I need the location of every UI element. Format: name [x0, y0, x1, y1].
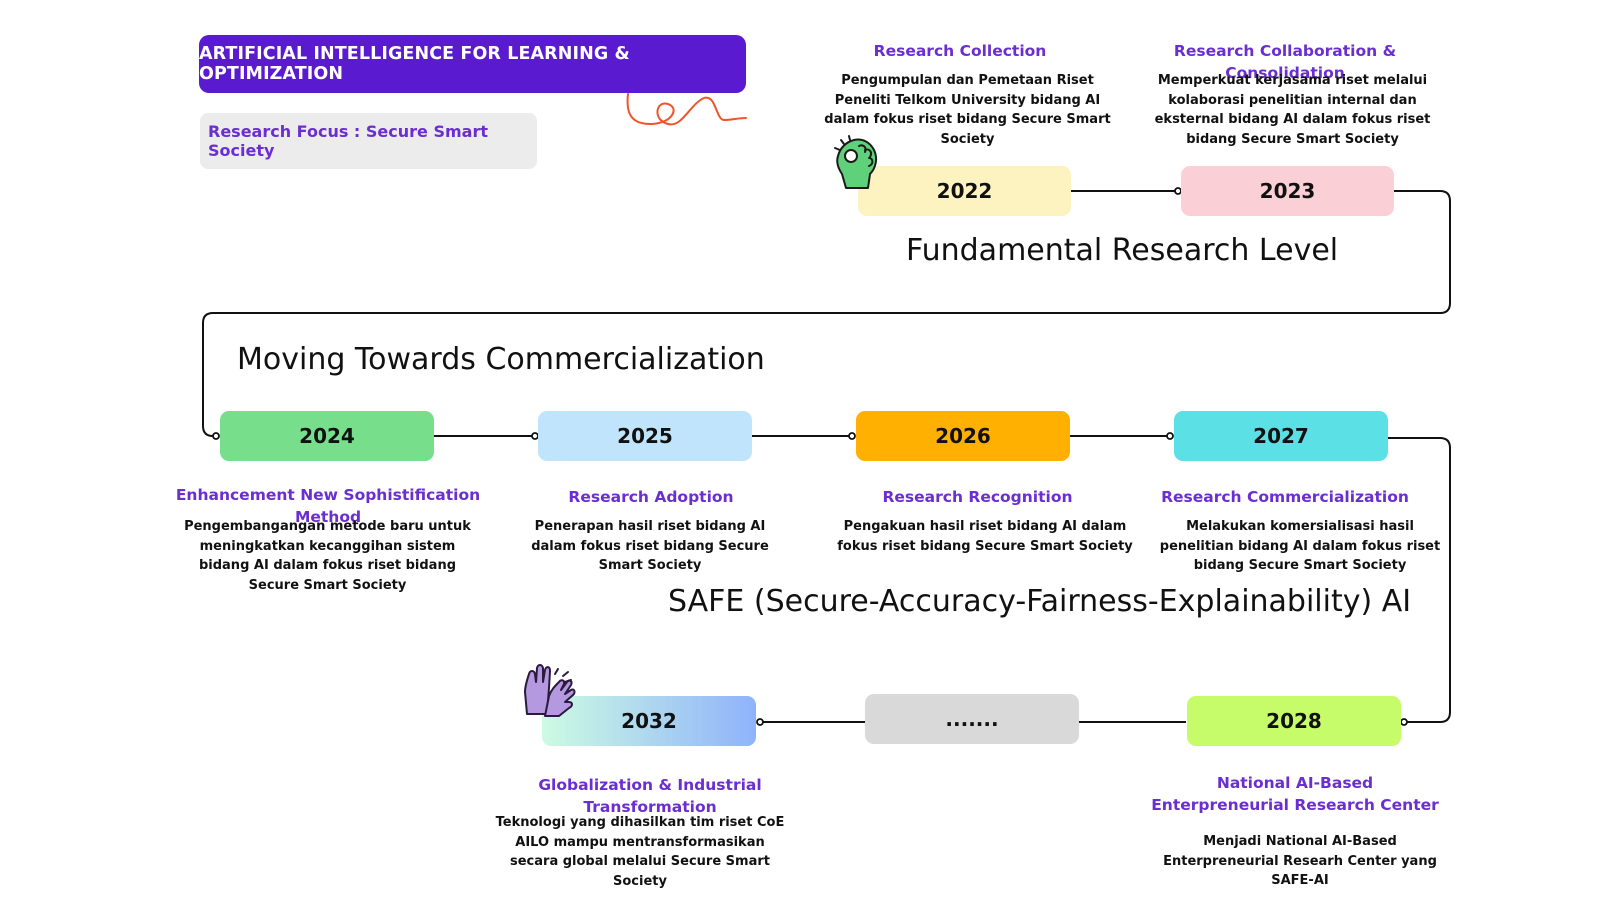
- ok-hand-icon: [834, 135, 878, 189]
- high-five-icon: [524, 664, 576, 717]
- phase-title-2027: Research Commercialization: [1161, 488, 1409, 506]
- node-2032: 2032: [542, 696, 756, 746]
- phase-desc-2024: Pengembangangan metode baru untuk mening…: [184, 519, 471, 593]
- research-focus-label: Research Focus : Secure Smart Society: [200, 113, 537, 169]
- node-2022: 2022: [858, 166, 1071, 216]
- scribble-decoration: [626, 93, 747, 126]
- main-title: ARTIFICIAL INTELLIGENCE FOR LEARNING & O…: [199, 35, 746, 93]
- node-2023: 2023: [1181, 166, 1394, 216]
- phase-title-2025: Research Adoption: [568, 488, 734, 506]
- node-2024: 2024: [220, 411, 434, 461]
- connector-2023-2024: [202, 190, 1451, 437]
- phase-title-2026: Research Recognition: [882, 488, 1073, 506]
- connector-dot: [212, 432, 220, 440]
- phase-desc-2022: Pengumpulan dan Pemetaan Riset Peneliti …: [824, 73, 1111, 147]
- connector-2027-2028: [1387, 437, 1451, 723]
- phase-desc-2032: Teknologi yang dihasilkan tim riset CoE …: [495, 815, 785, 889]
- connector-dot: [1400, 718, 1408, 726]
- phase-title-2028: National AI-Based Enterpreneurial Resear…: [1151, 774, 1439, 814]
- node-2028: 2028: [1187, 696, 1401, 746]
- node-2027: 2027: [1174, 411, 1388, 461]
- connector-dot: [756, 718, 764, 726]
- phase-title-2022: Research Collection: [873, 42, 1047, 60]
- level-commercialization: Moving Towards Commercialization: [237, 342, 765, 377]
- node-2025: 2025: [538, 411, 752, 461]
- phase-title-2024: Enhancement New Sophistification Method: [175, 486, 481, 526]
- phase-title-2032: Globalization & Industrial Transformatio…: [538, 776, 762, 816]
- connector-dot: [848, 432, 856, 440]
- phase-desc-2026: Pengakuan hasil riset bidang AI dalam fo…: [837, 519, 1133, 554]
- phase-title-2023: Research Collaboration & Consolidation: [1173, 42, 1397, 82]
- phase-desc-2023: Memperkuat kerjasama riset melalui kolab…: [1154, 73, 1431, 147]
- phase-desc-2025: Penerapan hasil riset bidang AI dalam fo…: [531, 519, 769, 573]
- node-ellipsis: .......: [865, 694, 1079, 744]
- phase-desc-2028: Menjadi National AI-Based Enterpreneuria…: [1163, 834, 1437, 888]
- level-safe-ai: SAFE (Secure-Accuracy-Fairness-Explainab…: [668, 584, 1412, 619]
- node-2026: 2026: [856, 411, 1070, 461]
- connector-dot: [1166, 432, 1174, 440]
- level-fundamental: Fundamental Research Level: [906, 233, 1339, 268]
- phase-desc-2027: Melakukan komersialisasi hasil penelitia…: [1159, 519, 1441, 573]
